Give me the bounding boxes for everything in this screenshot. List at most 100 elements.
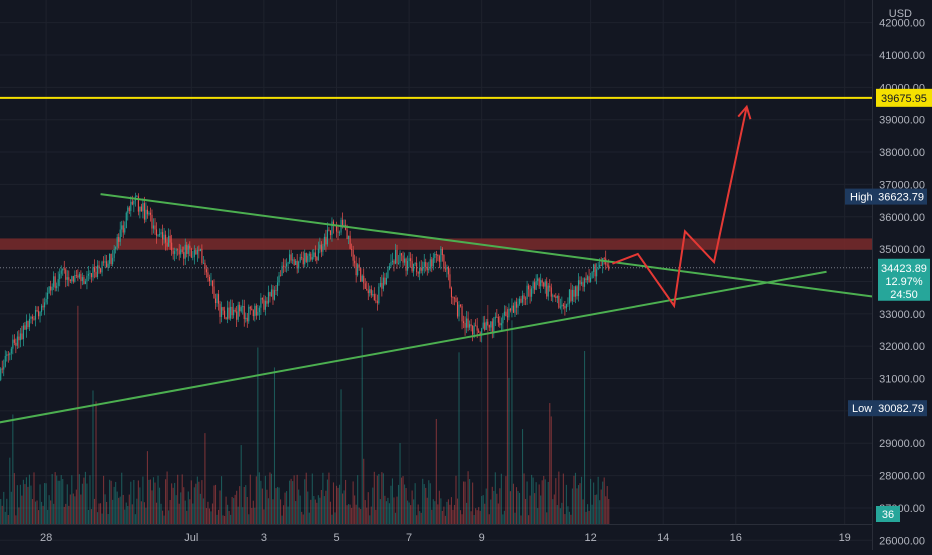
candle-body xyxy=(228,307,230,319)
volume-bar xyxy=(316,502,318,524)
volume-bar xyxy=(388,503,390,524)
volume-bar xyxy=(420,512,422,524)
candle-body xyxy=(66,277,68,280)
candle-body xyxy=(287,262,289,264)
candle-body xyxy=(162,232,164,240)
volume-bar xyxy=(287,506,289,524)
volume-bar xyxy=(544,479,546,524)
grid xyxy=(0,0,872,541)
volume-bar xyxy=(104,494,106,524)
volume-bar xyxy=(196,476,198,524)
candle-body xyxy=(131,201,133,205)
candle-body xyxy=(420,268,422,271)
x-tick-label: 14 xyxy=(657,532,669,544)
volume-bar xyxy=(222,515,224,524)
volume-bar xyxy=(428,480,430,524)
volume-bar xyxy=(116,491,118,524)
volume-bar xyxy=(594,494,596,524)
volume-bar xyxy=(407,500,409,524)
volume-bar xyxy=(338,484,341,524)
volume-bar xyxy=(214,484,217,524)
candle-body xyxy=(354,260,356,264)
drawings[interactable] xyxy=(0,96,882,424)
volume-bar xyxy=(39,484,41,524)
volume-bar xyxy=(72,493,74,524)
candle-body xyxy=(584,278,586,287)
volume-bar xyxy=(25,477,27,524)
candle-body xyxy=(363,275,365,284)
volume-bar xyxy=(7,514,9,524)
candle-body xyxy=(198,249,200,252)
resistance-zone[interactable] xyxy=(0,238,872,250)
candle-body xyxy=(136,196,138,198)
volume-bar xyxy=(319,497,321,524)
volume-bar xyxy=(534,493,536,524)
volume-bar xyxy=(0,499,2,524)
candle-body xyxy=(292,259,294,261)
candle-body xyxy=(531,288,533,297)
volume-bar xyxy=(295,501,297,524)
volume-bar xyxy=(346,505,348,524)
x-tick-label: 7 xyxy=(406,532,412,544)
projection-path[interactable] xyxy=(612,106,748,309)
volume-bar xyxy=(267,498,269,524)
volume-bar xyxy=(125,502,127,524)
volume-bar xyxy=(419,511,421,524)
candle-body xyxy=(90,273,93,278)
volume-bar xyxy=(146,451,148,524)
volume-bar xyxy=(107,513,109,524)
candle-body xyxy=(86,275,88,282)
volume-bar xyxy=(411,490,413,524)
candle-body xyxy=(502,315,504,324)
lower-trendline[interactable] xyxy=(0,270,827,424)
volume-bar xyxy=(155,502,158,524)
candle-body xyxy=(497,317,499,323)
candle-body xyxy=(587,276,589,281)
volume-bar xyxy=(349,504,351,524)
candle-body xyxy=(505,311,507,317)
candle-body xyxy=(284,266,286,268)
volume-bar xyxy=(443,506,445,524)
candle-body xyxy=(103,261,105,263)
candle-body xyxy=(72,276,74,282)
time-axis[interactable]: 28 Jul 3 5 7 9 12 14 16 19 xyxy=(0,524,872,545)
candle-body xyxy=(326,229,328,245)
volume-bar xyxy=(414,483,416,524)
resistance-zone-rect[interactable] xyxy=(0,238,872,250)
volume-bar xyxy=(526,481,528,524)
volume-bar xyxy=(168,510,170,524)
volume-bar xyxy=(426,497,428,524)
volume-bar xyxy=(363,458,365,524)
candle-body xyxy=(552,295,554,297)
volume-bar xyxy=(181,474,183,524)
candle-body xyxy=(168,235,170,247)
candle-body xyxy=(44,302,46,308)
volume-bar xyxy=(461,514,463,524)
volume-bar xyxy=(216,514,218,524)
volume-bar xyxy=(342,493,344,524)
candle-body xyxy=(301,257,303,259)
candle-body xyxy=(342,219,344,228)
volume-bar xyxy=(323,496,325,524)
volume-bar xyxy=(399,443,401,524)
volume-bar xyxy=(183,487,185,524)
candle-body xyxy=(481,328,483,336)
candle-body xyxy=(394,249,397,264)
volume-bar xyxy=(525,498,527,524)
candle-body xyxy=(358,264,360,268)
volume-bar xyxy=(340,389,342,524)
volume-bar xyxy=(237,506,239,524)
volume-bar xyxy=(201,480,203,524)
volume-bar xyxy=(366,507,368,524)
current-price-value: 34423.89 xyxy=(881,263,927,275)
volume-bar xyxy=(585,511,587,524)
candle-body xyxy=(366,288,368,291)
candle-body xyxy=(508,308,510,318)
volume-bar xyxy=(56,475,58,524)
volume-bar xyxy=(87,509,89,524)
volume-bar xyxy=(178,503,180,524)
candle-body xyxy=(267,292,269,304)
upper-trendline[interactable] xyxy=(100,193,882,299)
